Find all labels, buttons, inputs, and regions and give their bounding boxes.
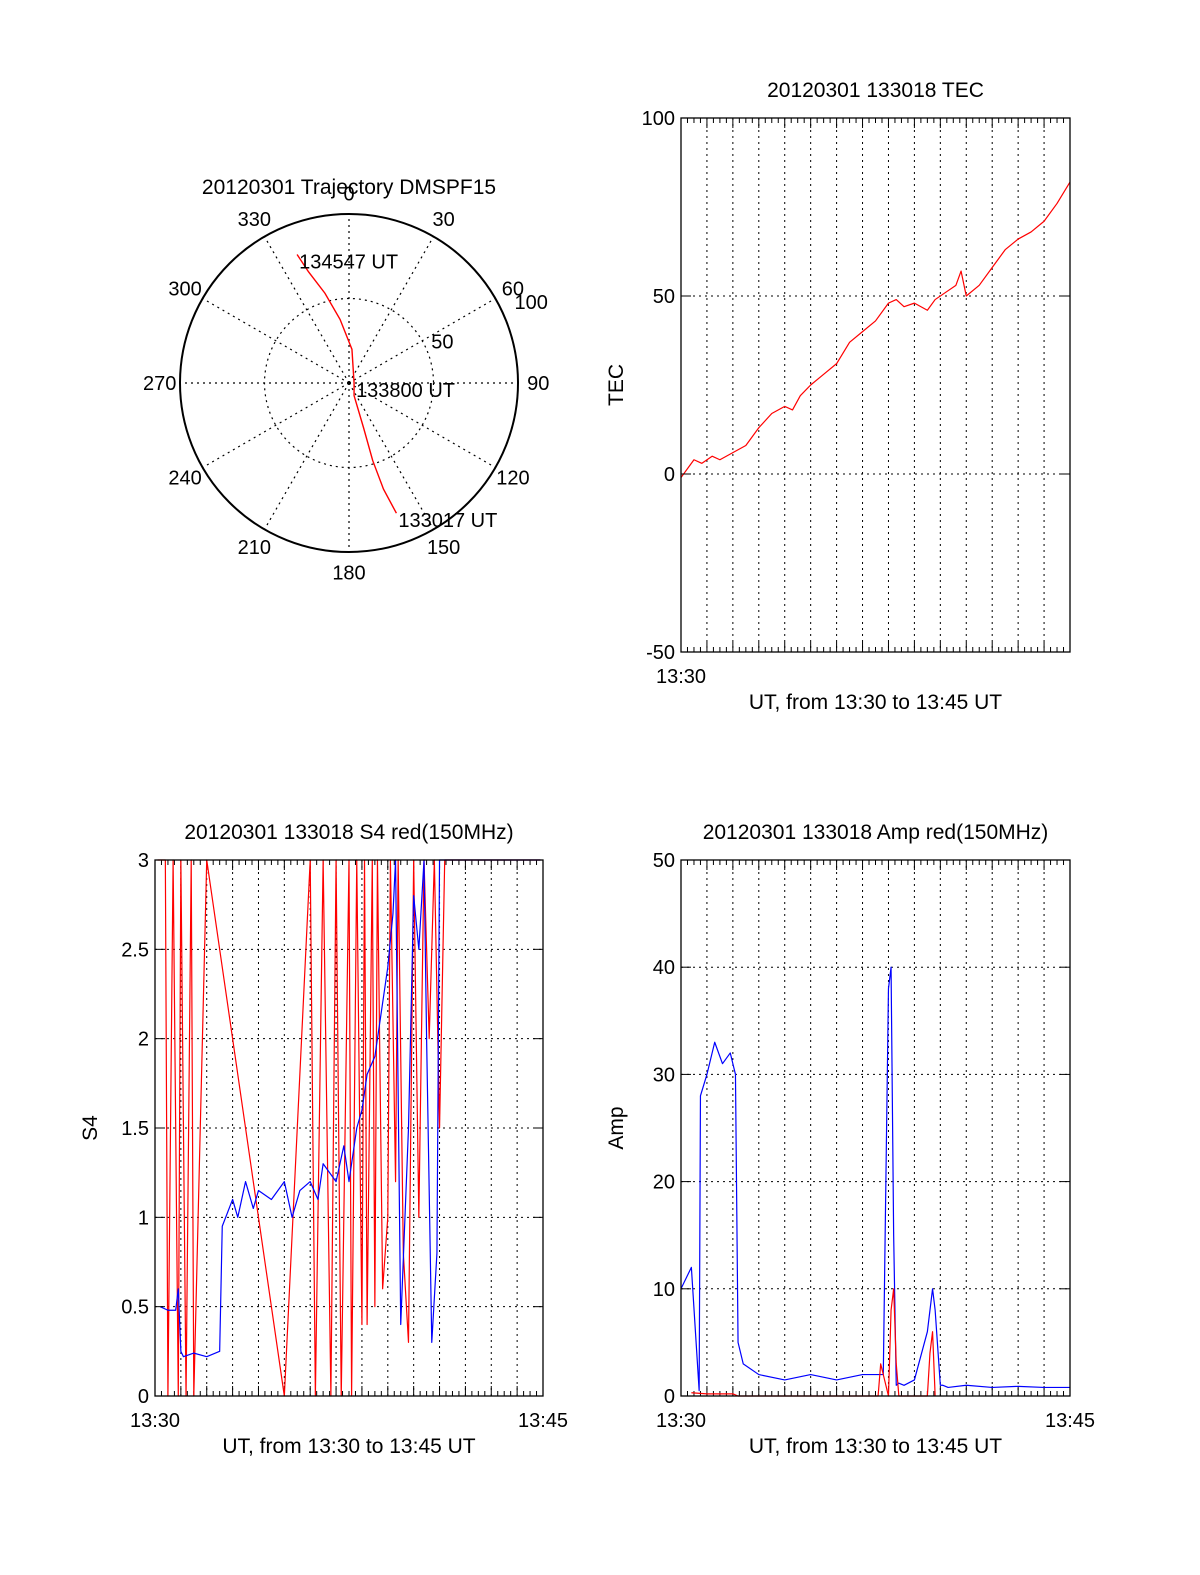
tec-plot-frame [680, 117, 1071, 653]
s4-ylabel: S4 [79, 1115, 102, 1141]
s4-xtick-label-1345: 13:45 [518, 1410, 568, 1432]
tec-ytick-label-100: 100 [642, 108, 675, 130]
polar-annotation-1: 133800 UT [356, 380, 455, 402]
tec-ytick-label-0: 0 [664, 464, 675, 486]
s4-xlabel: UT, from 13:30 to 13:45 UT [222, 1435, 475, 1458]
amp-ytick-label-0: 0 [664, 1386, 675, 1408]
amp-series-amp-blue [680, 966, 1070, 1392]
polar-radius-label-100: 100 [514, 292, 547, 314]
polar-spoke-240 [202, 382, 350, 469]
polar-angle-label-240: 240 [168, 468, 201, 490]
amp-xlabel: UT, from 13:30 to 13:45 UT [749, 1435, 1002, 1458]
polar-angle-label-300: 300 [168, 278, 201, 300]
polar-angle-label-270: 270 [143, 373, 176, 395]
polar-series-trajectory [296, 254, 398, 514]
amp-series-amp-red [691, 1288, 936, 1397]
s4-ytick-label-3: 3 [138, 850, 149, 872]
polar-spoke-30 [348, 236, 435, 384]
tec-title: 20120301 133018 TEC [767, 79, 984, 102]
s4-ytick-label-1: 1 [138, 1207, 149, 1229]
tec-ylabel: TEC [605, 364, 628, 406]
tec-series-tec [680, 181, 1071, 478]
polar-angle-label-0: 0 [343, 184, 354, 206]
polar-angle-label-150: 150 [427, 537, 460, 559]
s4-xtick-label-1330: 13:30 [130, 1410, 180, 1432]
polar-spoke-330 [263, 236, 350, 384]
s4-panel: 0 0.5 1 1.5 2 2.5 3 13:30 13:45 20120301 133018 S… [79, 821, 568, 1458]
s4-title: 20120301 133018 S4 red(150MHz) [184, 821, 513, 844]
amp-xtick-label-1330: 13:30 [656, 1410, 706, 1432]
polar-angle-label-330: 330 [238, 209, 271, 231]
polar-spoke-150 [348, 382, 435, 530]
tec-panel: -50 0 50 100 13:30 20120301 133018 TEC UT, fro… [605, 79, 1071, 714]
polar-title: 20120301 Trajectory DMSPF15 [202, 176, 496, 199]
polar-angle-label-90: 90 [527, 373, 549, 395]
polar-angle-label-60: 60 [502, 278, 524, 300]
polar-annotation-2: 133017 UT [398, 510, 497, 532]
s4-ytick-label-0.5: 0.5 [121, 1297, 149, 1319]
tec-xlabel: UT, from 13:30 to 13:45 UT [749, 691, 1002, 714]
amp-plot-frame [680, 859, 1071, 1397]
amp-ytick-label-20: 20 [653, 1172, 675, 1194]
polar-spoke-60 [348, 297, 496, 384]
tec-ytick-label--50: -50 [646, 642, 675, 664]
amp-title: 20120301 133018 Amp red(150MHz) [703, 821, 1049, 844]
s4-ytick-label-2: 2 [138, 1029, 149, 1051]
amp-panel: 0 10 20 30 40 50 13:30 13:45 20120301 133018 Amp… [605, 821, 1095, 1458]
polar-annotation-0: 134547 UT [299, 252, 398, 274]
polar-spoke-210 [263, 382, 350, 530]
s4-ytick-label-1.5: 1.5 [121, 1118, 149, 1140]
polar-angle-label-120: 120 [496, 468, 529, 490]
amp-ylabel: Amp [605, 1106, 628, 1149]
tec-ytick-label-50: 50 [653, 286, 675, 308]
polar-spoke-300 [202, 297, 350, 384]
polar-angle-label-210: 210 [238, 537, 271, 559]
s4-ytick-label-0: 0 [138, 1386, 149, 1408]
amp-ytick-label-30: 30 [653, 1064, 675, 1086]
polar-radius-label-50: 50 [431, 331, 453, 353]
tec-xtick-label-1330: 13:30 [656, 666, 706, 688]
s4-ytick-label-2.5: 2.5 [121, 939, 149, 961]
amp-ytick-label-40: 40 [653, 957, 675, 979]
polar-angle-label-180: 180 [332, 562, 365, 584]
amp-ytick-label-50: 50 [653, 850, 675, 872]
polar-angle-label-30: 30 [433, 209, 455, 231]
amp-ytick-label-10: 10 [653, 1279, 675, 1301]
amp-xtick-label-1345: 13:45 [1045, 1410, 1095, 1432]
polar-spoke-120 [348, 382, 496, 469]
